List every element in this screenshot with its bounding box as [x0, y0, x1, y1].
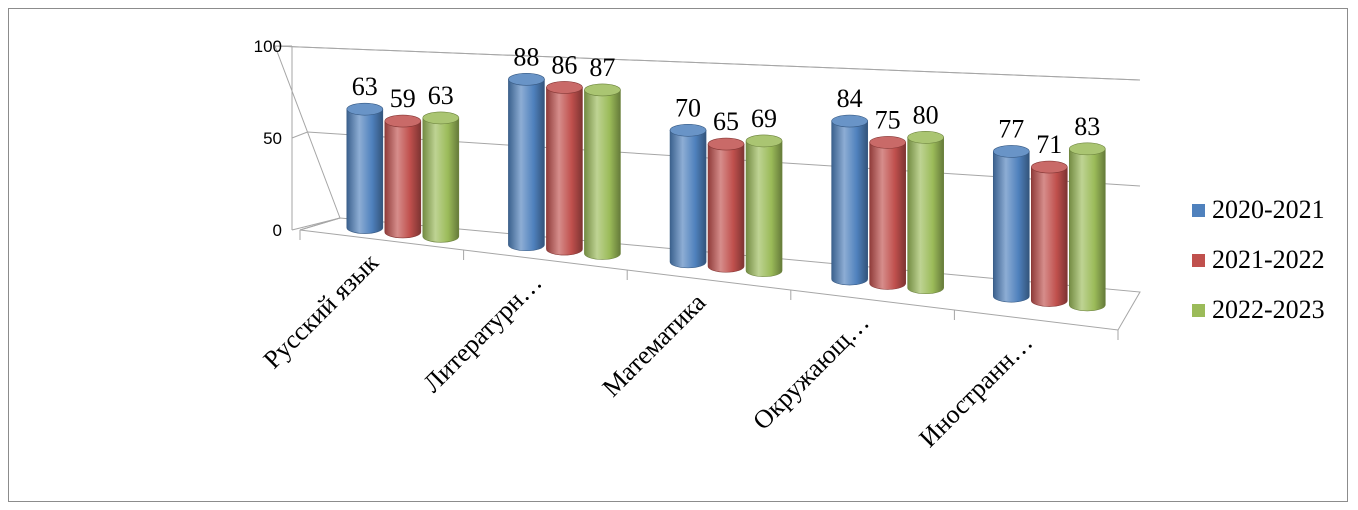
data-label: 88 [513, 42, 539, 71]
legend-swatch [1192, 304, 1205, 317]
category-label: Математика [597, 287, 712, 402]
data-label: 63 [428, 81, 454, 110]
data-label: 83 [1074, 112, 1100, 141]
y-tick-label: 100 [254, 37, 282, 56]
bar [384, 114, 422, 239]
category-label: Иностранн… [913, 328, 1038, 453]
bar [346, 102, 384, 234]
category-label: Русский язык [258, 247, 385, 374]
bar [907, 131, 944, 295]
bar [745, 134, 783, 277]
data-label: 80 [913, 100, 939, 129]
legend-swatch [1192, 204, 1205, 217]
bar [992, 145, 1030, 303]
bar [869, 136, 906, 290]
data-label: 75 [875, 105, 901, 134]
bar [1068, 142, 1106, 312]
y-tick-label: 50 [263, 129, 282, 148]
data-label: 87 [589, 53, 615, 82]
bar [508, 73, 545, 252]
legend-item: 2022-2023 [1192, 295, 1325, 324]
legend-label: 2020-2021 [1212, 195, 1325, 224]
bar [422, 111, 460, 243]
gridline [274, 45, 1141, 81]
legend-label: 2021-2022 [1212, 245, 1325, 274]
legend-label: 2022-2023 [1212, 295, 1325, 324]
data-label: 70 [675, 93, 701, 122]
legend-item: 2020-2021 [1192, 195, 1325, 224]
legend: 2020-2021 2021-2022 2022-2023 [1192, 195, 1325, 324]
data-label: 86 [551, 50, 577, 79]
data-label: 71 [1036, 130, 1062, 159]
data-labels: 63 59 63 88 86 87 70 65 69 84 75 80 77 71 83 [352, 42, 1100, 159]
bar [669, 123, 707, 269]
legend-item: 2021-2022 [1192, 245, 1325, 274]
bar [707, 137, 745, 273]
bars [346, 73, 1106, 312]
data-label: 77 [998, 114, 1024, 143]
data-label: 59 [390, 84, 416, 113]
data-label: 69 [751, 104, 777, 133]
bar [546, 81, 583, 256]
y-axis-ticks: 0 50 100 [254, 37, 282, 240]
side-gridline [291, 131, 308, 139]
bar [584, 83, 621, 260]
bar [1030, 160, 1068, 307]
category-label: Окружающ… [747, 308, 875, 436]
y-tick-label: 0 [273, 221, 282, 240]
legend-swatch [1192, 254, 1205, 267]
category-label: Литературн… [417, 268, 547, 398]
bar [831, 114, 868, 286]
data-label: 63 [352, 72, 378, 101]
side-gridline [291, 217, 341, 231]
data-label: 84 [837, 84, 863, 113]
data-label: 65 [713, 107, 739, 136]
